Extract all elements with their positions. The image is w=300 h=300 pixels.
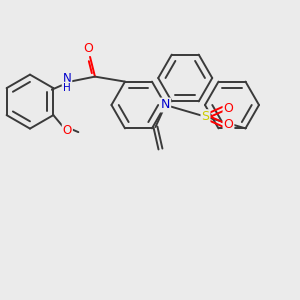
Text: O: O: [83, 42, 93, 55]
Text: N: N: [63, 72, 71, 85]
Text: S: S: [202, 110, 209, 123]
Text: O: O: [63, 124, 72, 136]
Text: N: N: [161, 98, 170, 112]
Text: O: O: [224, 118, 233, 131]
Text: O: O: [224, 102, 233, 115]
Text: H: H: [63, 82, 71, 93]
